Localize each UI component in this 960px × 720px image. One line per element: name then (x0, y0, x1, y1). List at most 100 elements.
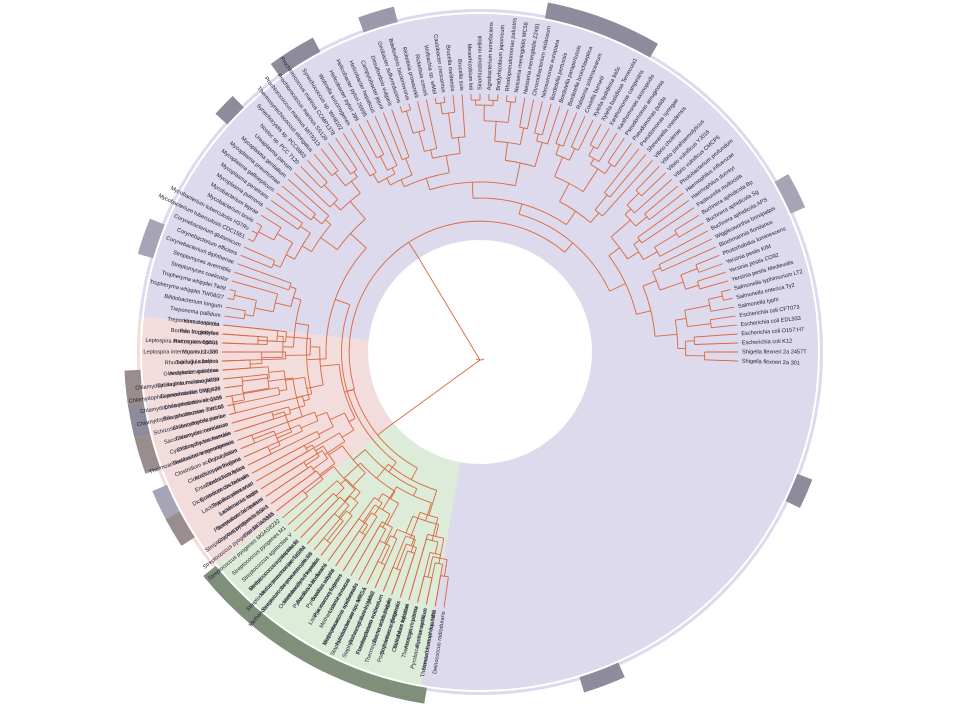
tree-branch (231, 280, 278, 295)
tree-branch (222, 366, 269, 371)
tree-branch (604, 148, 640, 194)
leaf-leader (264, 496, 267, 498)
tree-branch (229, 289, 236, 292)
tree-branch (445, 155, 450, 173)
tree-branch (294, 232, 311, 260)
tree-branch (695, 264, 700, 273)
tree-branch (428, 490, 438, 516)
leaf-leader (592, 118, 595, 121)
tree-branch (596, 128, 610, 150)
tree-branch (410, 536, 416, 546)
tree-branch (306, 358, 327, 361)
leaf-leader (230, 280, 233, 282)
tree-branch (687, 323, 711, 327)
leaf-label: Leptospira interrogans L1-130 (143, 349, 218, 355)
tree-branch (410, 467, 418, 480)
tree-branch (297, 222, 303, 230)
tree-branch (350, 128, 377, 173)
tree-branch (506, 100, 516, 103)
tree-branch (610, 236, 628, 260)
tree-branch (684, 304, 710, 311)
leaf-label: Takifugu rubripes (175, 359, 218, 366)
tree-branch (305, 444, 313, 449)
tree-branch (382, 513, 391, 528)
tree-branch (328, 445, 343, 456)
leaf-label: Escherichia coli K12 (742, 339, 793, 347)
tree-branch (224, 384, 244, 389)
tree-branch (335, 298, 350, 306)
tree-branch (336, 218, 366, 250)
tree-branch (413, 488, 418, 496)
outer-ring-segment (134, 434, 162, 474)
tree-branch (225, 387, 279, 398)
tree-branch (247, 431, 318, 466)
tree-branch (377, 493, 384, 501)
tree-branch (311, 444, 320, 457)
tree-branch (505, 95, 508, 102)
tree-branch (434, 564, 444, 607)
tree-branch (229, 395, 303, 415)
tree-branch (234, 413, 291, 433)
leaf-leader (608, 126, 611, 129)
tree-branch (674, 230, 680, 238)
leaf-leader (235, 440, 238, 442)
tree-branch (288, 406, 292, 414)
tree-branch (400, 179, 405, 187)
tree-branch (642, 280, 657, 287)
tree-branch (624, 208, 632, 215)
tree-branch (637, 199, 689, 238)
outer-ring-segment (137, 218, 166, 259)
leaf-leader (693, 206, 696, 208)
tree-branch (634, 179, 673, 214)
leaf-leader (722, 262, 725, 264)
tree-branch (386, 177, 391, 186)
tree-branch (494, 140, 521, 146)
tree-branch (265, 207, 299, 230)
tree-branch (448, 112, 453, 139)
leaf-leader (390, 594, 392, 597)
tree-branch (607, 137, 625, 163)
tree-branch (372, 173, 379, 184)
leaf-leader (357, 579, 360, 582)
tree-branch (344, 389, 354, 393)
tree-branch (287, 179, 330, 217)
leaf-label: Mus musculus (182, 349, 218, 355)
tree-branch (382, 535, 407, 592)
leaf-leader (659, 164, 661, 167)
leaf-leader (292, 531, 295, 533)
tree-branch (279, 242, 294, 268)
tree-branch (313, 537, 325, 550)
tree-branch (412, 515, 439, 525)
tree-branch (626, 192, 640, 206)
tree-branch (444, 559, 448, 577)
tree-branch (559, 201, 591, 223)
tree-branch (352, 449, 366, 461)
tree-branch (324, 219, 332, 225)
tree-branch (353, 171, 358, 178)
tree-branch (324, 441, 346, 456)
tree-branch (329, 412, 345, 421)
tree-branch (695, 254, 720, 266)
leaf-leader (703, 221, 706, 224)
tree-branch (680, 268, 698, 276)
tree-branch (256, 222, 262, 227)
leaf-leader (688, 198, 691, 201)
tree-branch (320, 364, 340, 367)
tree-branch (594, 194, 608, 211)
tree-branch (697, 271, 726, 282)
tree-branch (555, 144, 560, 155)
tree-branch (260, 214, 282, 229)
tree-branch (335, 137, 358, 170)
tree-branch (243, 387, 270, 394)
tree-branch (415, 252, 481, 361)
tree-branch (684, 310, 688, 327)
tree-branch (352, 472, 366, 487)
leaf-leader (280, 184, 283, 187)
tree-branch (641, 207, 695, 244)
leaf-label: Brucella melitensis (444, 45, 455, 92)
leaf-leader (568, 107, 570, 110)
tree-branch (329, 199, 339, 208)
leaf-leader (286, 524, 289, 527)
leaf-leader (357, 122, 360, 125)
